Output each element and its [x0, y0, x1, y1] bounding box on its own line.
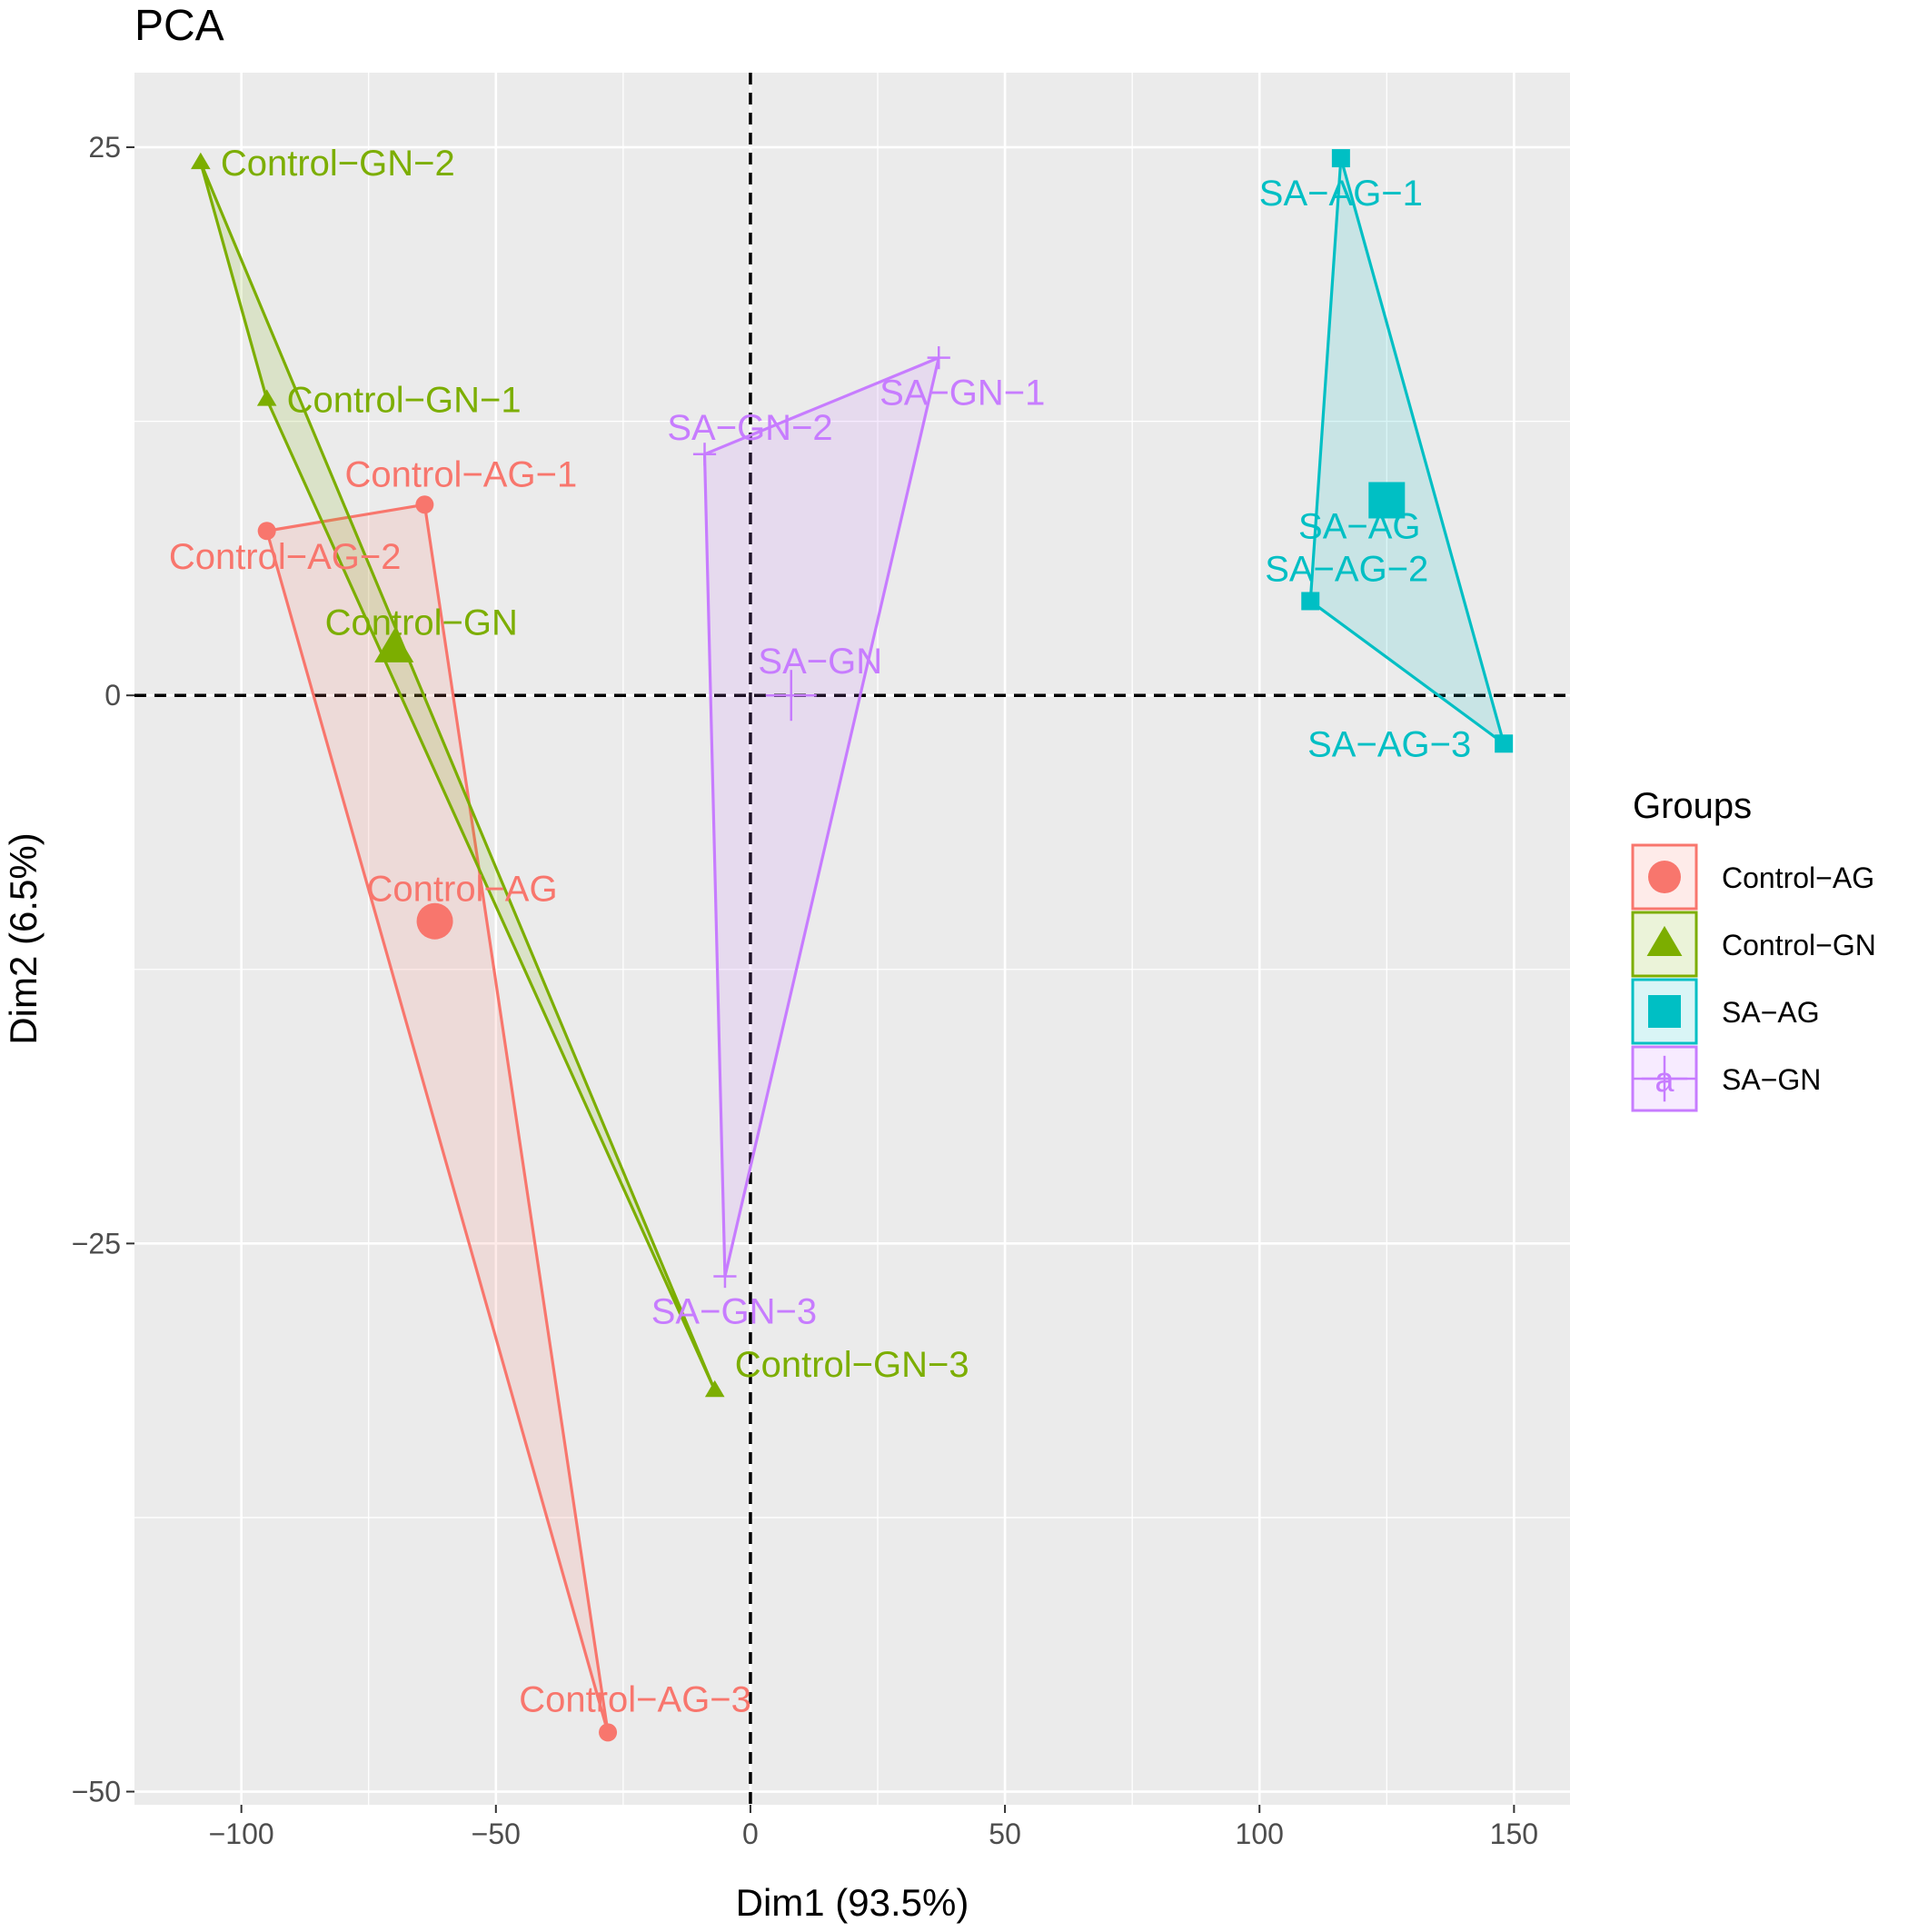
plot-panel: [134, 73, 1570, 1805]
label-sa-ag-1: SA−AG−1: [1259, 174, 1423, 214]
x-tick-label: −50: [472, 1817, 521, 1850]
centroid-sa-gn: [765, 670, 817, 722]
hull-sa-gn: [702, 356, 940, 1279]
x-axis-title: Dim1 (93.5%): [736, 1881, 969, 1924]
marker-sa-ag-1: [1331, 149, 1350, 168]
y-tick-label: 0: [104, 679, 121, 712]
label-sa-ag-3: SA−AG−3: [1307, 724, 1471, 764]
marker-control-gn-2: [191, 152, 211, 170]
centroid-control-ag: [416, 902, 453, 940]
label-sa-ag-2: SA−AG−2: [1265, 549, 1428, 589]
y-axis-title: Dim2 (6.5%): [2, 832, 45, 1044]
label-sa-gn-1: SA−GN−1: [879, 373, 1045, 413]
group-hulls: [199, 156, 1506, 1734]
y-tick-label: −25: [72, 1227, 121, 1260]
x-tick-label: 150: [1490, 1817, 1538, 1850]
label-control-gn-2: Control−GN−2: [221, 144, 455, 184]
x-tick-label: 0: [742, 1817, 759, 1850]
label-control-ag-2: Control−AG−2: [169, 537, 402, 577]
data-markers: [191, 149, 1514, 1742]
marker-control-gn-3: [704, 1379, 725, 1398]
label-sa-gn-3: SA−GN−3: [651, 1292, 817, 1332]
marker-sa-gn-3: [713, 1264, 737, 1289]
legend-glyph-sa-ag: [1648, 995, 1681, 1028]
marker-control-gn-1: [256, 389, 277, 406]
label-control-gn-1: Control−GN−1: [287, 380, 522, 420]
marker-control-ag-1: [415, 495, 434, 514]
centroid-label-sa-gn: SA−GN: [758, 642, 882, 682]
legend-title: Groups: [1633, 786, 1752, 826]
marker-sa-ag-3: [1495, 734, 1514, 753]
legend-label-control-gn: Control−GN: [1722, 929, 1876, 961]
label-control-ag-3: Control−AG−3: [519, 1679, 751, 1719]
legend-glyph-control-gn: [1646, 925, 1683, 956]
legend-item-sa-gn: a SA−GN: [1631, 1045, 1821, 1112]
marker-sa-gn-1: [927, 346, 950, 370]
centroid-sa-ag: [1368, 482, 1406, 519]
legend-glyph-sa-gn: [1641, 1055, 1688, 1102]
marker-sa-gn-2: [692, 443, 717, 466]
label-control-ag-1: Control−AG−1: [345, 454, 578, 494]
marker-sa-ag-2: [1301, 592, 1320, 611]
chart-title: PCA: [134, 2, 224, 50]
legend-item-sa-ag: SA−AG: [1631, 978, 1820, 1045]
centroid-label-control-gn: Control−GN: [325, 603, 518, 643]
hull-control-gn: [199, 161, 717, 1392]
centroid-label-sa-ag: SA−AG: [1298, 506, 1421, 546]
y-tick-label: 25: [88, 131, 121, 164]
legend-label-control-ag: Control−AG: [1722, 861, 1874, 894]
marker-control-ag-2: [257, 522, 276, 541]
hull-sa-ag: [1308, 156, 1506, 745]
legend-label-sa-ag: SA−AG: [1722, 996, 1820, 1029]
axis-ticks: −100 −50 0 50 100 150 −50 −25 0 25: [72, 131, 1538, 1850]
y-tick-label: −50: [72, 1776, 121, 1808]
legend-glyph-control-ag: [1648, 861, 1681, 893]
legend-label-sa-gn: SA−GN: [1722, 1063, 1821, 1096]
centroid-label-control-ag: Control−AG: [367, 870, 558, 910]
legend-item-control-gn: Control−GN: [1631, 911, 1876, 978]
marker-control-ag-3: [599, 1723, 618, 1742]
reference-lines: [134, 73, 1570, 1805]
label-control-gn-3: Control−GN−3: [735, 1345, 969, 1385]
legend-item-control-ag: Control−AG: [1631, 843, 1874, 911]
legend: Groups Control−AG Control−GN SA−AG a SA−GN: [1631, 786, 1876, 1112]
point-labels: Control−AG−1 Control−AG−2 Control−AG−3 Cont…: [169, 144, 1471, 1719]
x-tick-label: −100: [209, 1817, 274, 1850]
x-tick-label: 100: [1236, 1817, 1284, 1850]
hull-control-ag: [265, 503, 610, 1734]
centroid-control-gn: [374, 629, 414, 662]
label-sa-gn-2: SA−GN−2: [667, 408, 832, 448]
x-tick-label: 50: [989, 1817, 1021, 1850]
legend-letter-sa-gn: a: [1655, 1061, 1674, 1100]
